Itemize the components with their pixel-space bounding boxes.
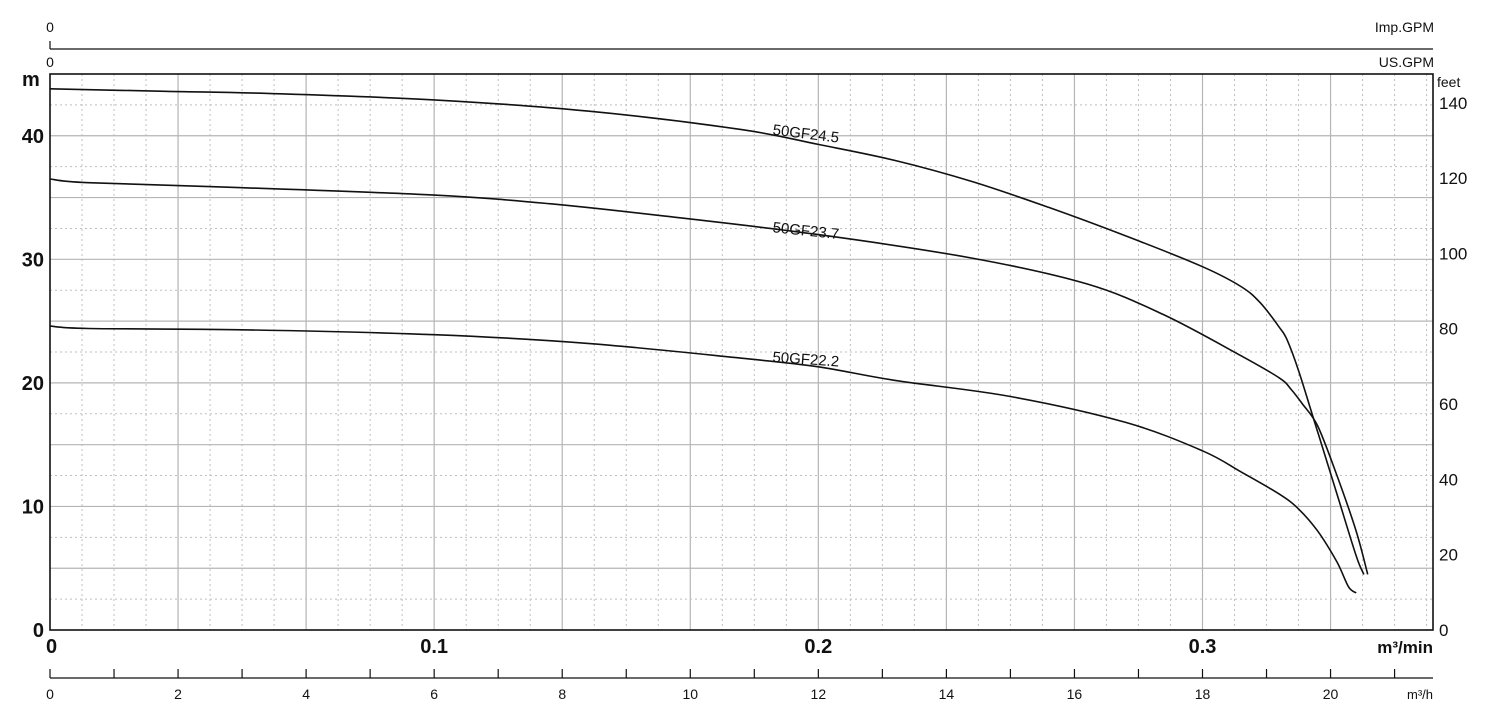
x-main-tick-label: 0.2 [804, 636, 832, 658]
x-main-tick-label: 0.3 [1189, 636, 1217, 658]
x-m3h-axis-label: m³/h [1407, 687, 1433, 702]
x-m3h-tick-label: 6 [430, 686, 438, 702]
plot-border [49, 73, 1434, 631]
x-m3h-tick-label: 0 [46, 686, 54, 702]
curves [49, 88, 1369, 594]
series-line-50GF22.2 [49, 325, 1357, 594]
y-right-tick-label: 80 [1439, 320, 1458, 339]
x-m3h-tick-label: 2 [174, 686, 182, 702]
y-left-tick-label: 30 [22, 249, 44, 271]
y-left-tick-label: 10 [22, 496, 44, 518]
series-label-50GF23.7: 50GF23.7 [772, 219, 840, 243]
y-right-tick-label: 20 [1439, 546, 1458, 565]
plot-frame [49, 73, 1434, 631]
x-main-axis-label: m³/min [1377, 638, 1433, 657]
x-m3h-tick-label: 10 [682, 686, 698, 702]
x-m3h-tick-label: 4 [302, 686, 310, 702]
x-usgpm-axis-label: US.GPM [1379, 54, 1434, 70]
x-m3h-tick-label: 8 [558, 686, 566, 702]
y-right-tick-label: 40 [1439, 470, 1458, 489]
x-usgpm-tick-label: 0 [46, 54, 54, 70]
x-m3h-tick-label: 18 [1195, 686, 1211, 702]
y-left-axis-label: m [22, 69, 40, 91]
x-impgpm-tick-label: 0 [46, 19, 54, 35]
y-left-tick-label: 40 [22, 126, 44, 148]
series-label-50GF24.5: 50GF24.5 [772, 122, 840, 147]
x-m3h-tick-label: 20 [1323, 686, 1339, 702]
y-left-tick-label: 0 [33, 620, 44, 642]
series-labels: 50GF24.5 50GF23.7 50GF22.2 [772, 122, 840, 371]
y-right-tick-label: 0 [1439, 621, 1448, 640]
y-right-tick-label: 140 [1439, 94, 1467, 113]
x-impgpm-axis-label: Imp.GPM [1375, 19, 1434, 35]
y-left-tick-label: 20 [22, 373, 44, 395]
series-label-50GF22.2: 50GF22.2 [772, 349, 840, 371]
y-right-tick-label: 100 [1439, 244, 1467, 263]
y-right-axis-label: feet [1437, 74, 1460, 90]
x-m3h-tick-label: 12 [811, 686, 827, 702]
y-right-tick-label: 120 [1439, 169, 1467, 188]
x-main-tick-label: 0 [46, 636, 57, 658]
series-line-50GF23.7 [49, 178, 1369, 575]
x-main-tick-label: 0.1 [420, 636, 448, 658]
y-right-tick-label: 60 [1439, 395, 1458, 414]
x-m3h-tick-label: 16 [1067, 686, 1083, 702]
x-m3h-tick-label: 14 [939, 686, 955, 702]
grid [50, 74, 1433, 630]
series-line-50GF24.5 [49, 88, 1365, 575]
